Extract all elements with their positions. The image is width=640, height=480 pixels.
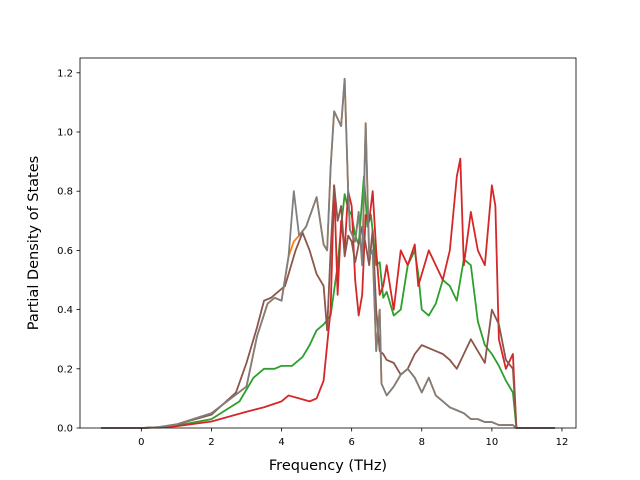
x-tick-label: 2 [208,437,214,448]
x-tick-label: 8 [419,437,425,448]
x-tick-label: 12 [556,437,569,448]
y-ticks: 0.0 0.2 0.4 0.6 0.8 1.0 1.2 [57,68,80,435]
x-tick-label: 0 [138,437,144,448]
y-tick-label: 1.2 [57,68,73,79]
x-axis-label: Frequency (THz) [269,458,387,474]
x-ticks: 0 2 4 6 8 10 12 [138,428,568,448]
x-tick-label: 10 [486,437,499,448]
y-tick-label: 0.8 [57,187,73,198]
y-tick-label: 0.0 [57,424,73,435]
x-tick-label: 6 [348,437,354,448]
x-tick-label: 4 [278,437,284,448]
y-tick-label: 0.4 [57,305,73,316]
series-line-3 [101,157,555,429]
plot-frame [79,57,577,429]
y-tick-label: 0.6 [57,246,73,257]
y-axis-label: Partial Density of States [26,156,42,330]
y-tick-label: 1.0 [57,128,73,139]
series-line-5 [101,77,555,429]
series-line-2 [101,175,555,429]
y-tick-label: 0.2 [57,364,73,375]
series-layer [101,77,555,429]
